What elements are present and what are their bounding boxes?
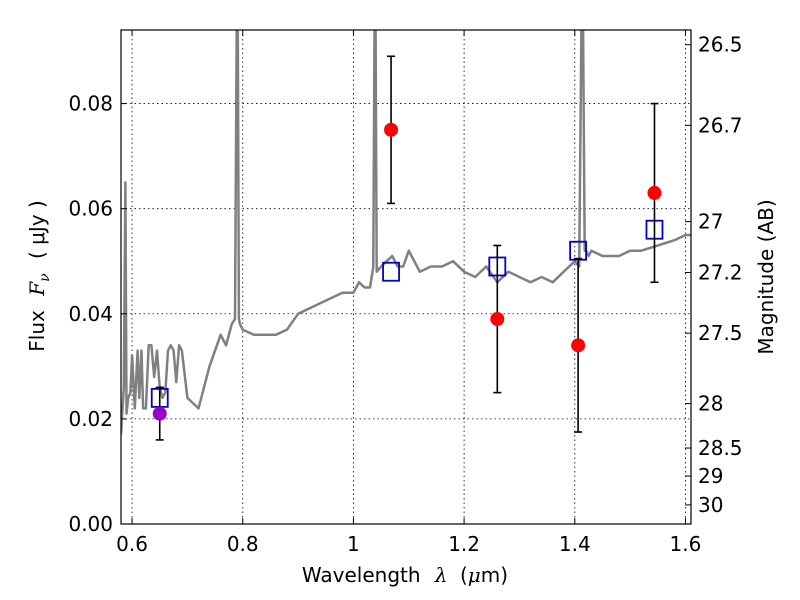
y-right-tick-label: 26.7 <box>698 113 743 137</box>
y-right-tick-label: 27.5 <box>698 321 743 345</box>
x-tick-label: 0.8 <box>227 532 259 556</box>
synthetic-point <box>382 261 400 282</box>
x-tick-label: 1 <box>347 532 360 556</box>
plot-frame <box>120 29 692 525</box>
y-right-tick-label: 27 <box>698 210 723 234</box>
plot-area <box>121 30 691 441</box>
y-right-tick-label: 26.5 <box>698 33 743 57</box>
axis-ticks: 0.6 0.8 1 1.2 1.4 1.6 0.00 0.02 0.04 0.06 0.08 26.5… <box>68 30 743 556</box>
y-tick-label: 0.04 <box>68 302 113 326</box>
x-tick-label: 0.6 <box>116 532 148 556</box>
grid-lines <box>121 30 691 524</box>
y-right-tick-label: 30 <box>698 493 723 517</box>
x-tick-label: 1.4 <box>559 532 591 556</box>
y-right-tick-label: 28 <box>698 392 723 416</box>
y-axis-label: Flux Fν ( μJy ) <box>25 200 54 351</box>
y-tick-label: 0.06 <box>68 197 113 221</box>
observed-point <box>384 122 399 137</box>
observed-point <box>152 406 167 421</box>
y-tick-label: 0.02 <box>68 407 113 431</box>
y-right-axis-label: Magnitude (AB) <box>754 199 778 354</box>
observed-point <box>571 338 586 353</box>
y-tick-label: 0.00 <box>68 512 113 536</box>
model-spectrum-line <box>121 30 691 435</box>
observed-point <box>490 312 505 327</box>
x-axis-label: Wavelength λ (μm) <box>302 563 508 587</box>
y-right-tick-label: 27.2 <box>698 260 743 284</box>
y-tick-label: 0.08 <box>68 92 113 116</box>
y-right-tick-label: 29 <box>698 464 723 488</box>
x-tick-label: 1.2 <box>448 532 480 556</box>
y-right-tick-label: 28.5 <box>698 436 743 460</box>
observed-point <box>647 185 662 200</box>
x-tick-label: 1.6 <box>670 532 702 556</box>
